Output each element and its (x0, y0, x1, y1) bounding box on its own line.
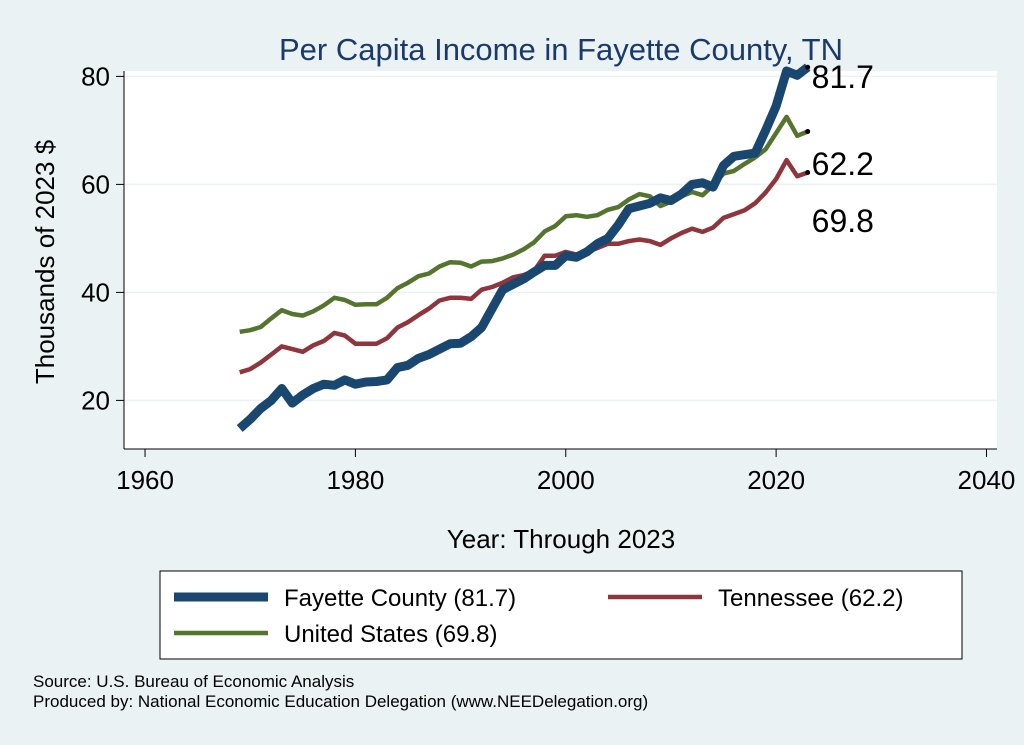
series-lines (236, 63, 811, 432)
legend-label-1: Tennessee (62.2) (718, 585, 903, 612)
y-tick-label: 40 (81, 277, 110, 307)
y-tick-label: 60 (81, 169, 110, 199)
y-axis-title: Thousands of 2023 $ (30, 139, 60, 384)
chart-title: Per Capita Income in Fayette County, TN (279, 32, 843, 67)
end-labels: 81.7 62.2 69.8 (805, 59, 874, 239)
series-line-0 (236, 63, 811, 432)
source-note: Source: U.S. Bureau of Economic Analysis (33, 672, 355, 691)
x-axis-title: Year: Through 2023 (447, 524, 675, 554)
x-ticks: 1960 1980 2000 2020 2040 (116, 449, 1015, 495)
legend-label-2: United States (69.8) (284, 621, 497, 648)
legend: Fayette County (81.7) Tennessee (62.2) Uni… (159, 570, 963, 660)
y-tick-label: 80 (81, 61, 110, 91)
legend-label-0: Fayette County (81.7) (284, 585, 516, 612)
x-tick-label: 2000 (537, 465, 595, 495)
end-label-2: 69.8 (812, 203, 874, 239)
end-label-1: 62.2 (812, 146, 874, 182)
x-tick-label: 2040 (958, 465, 1016, 495)
x-tick-label: 1980 (326, 465, 384, 495)
x-tick-label: 1960 (116, 465, 174, 495)
end-label-marker (805, 128, 811, 134)
end-label-marker (805, 170, 811, 176)
end-label-marker (805, 64, 811, 70)
end-label-0: 81.7 (812, 59, 874, 95)
produced-by-note: Produced by: National Economic Education… (33, 692, 649, 711)
y-tick-label: 20 (81, 385, 110, 415)
y-ticks: 20 40 60 80 (81, 61, 124, 415)
legend-box (159, 570, 963, 660)
x-tick-label: 2020 (747, 465, 805, 495)
